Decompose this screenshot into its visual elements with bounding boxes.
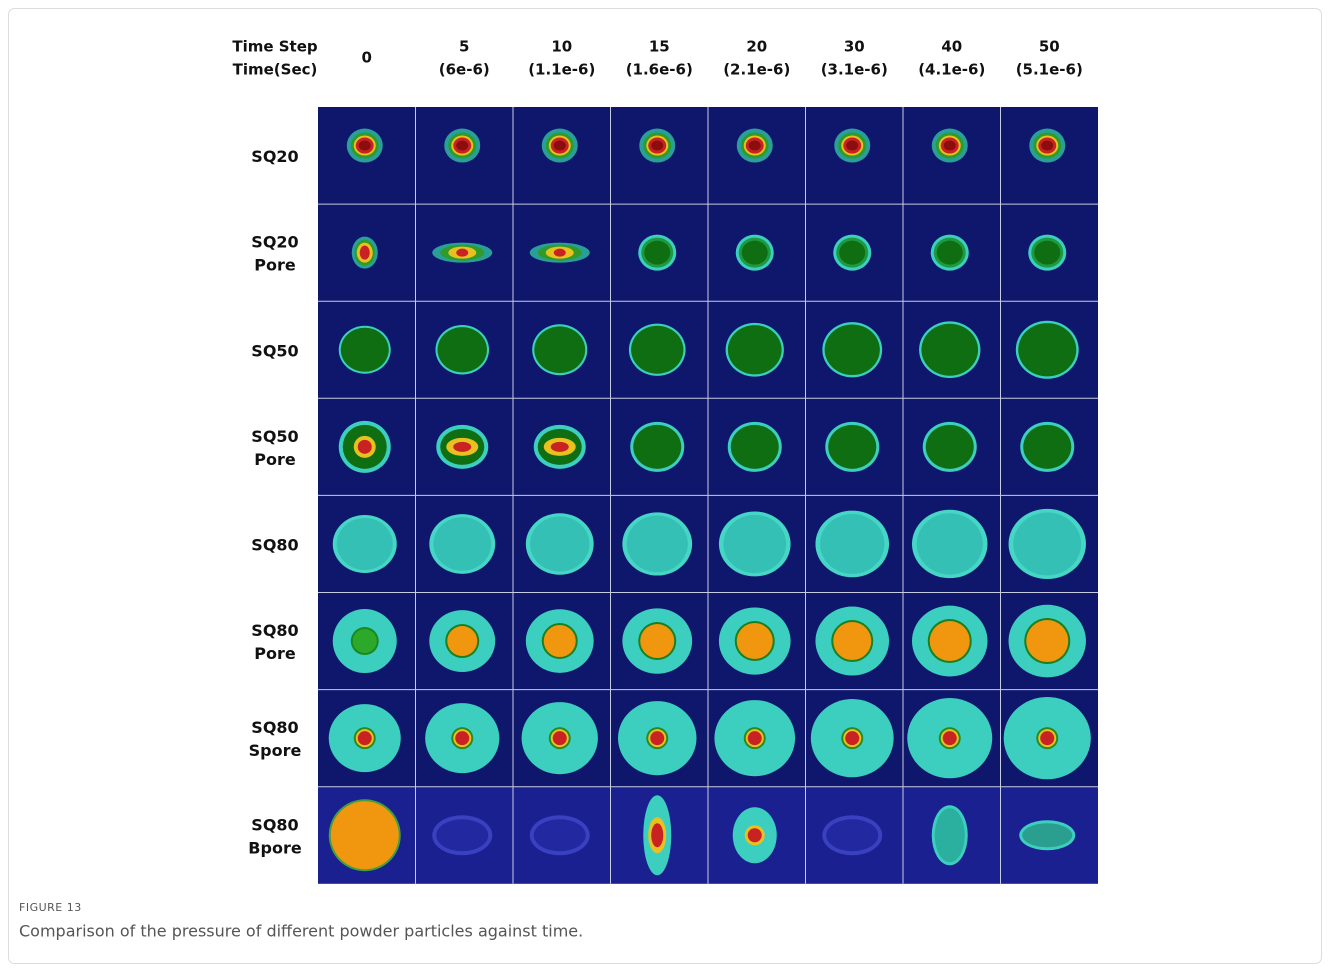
particle-shape <box>926 425 974 469</box>
particle-shape <box>331 801 399 869</box>
particle-shape <box>917 513 983 574</box>
particle-shape <box>544 625 576 657</box>
particle-shape <box>438 327 487 372</box>
particle-shape <box>453 442 471 452</box>
particle-shape <box>944 141 956 151</box>
row-label: Pore <box>254 450 296 469</box>
particle-shape <box>353 629 377 653</box>
row-label: SQ80 <box>251 718 298 737</box>
column-time: (2.1e-6) <box>723 61 790 79</box>
row-label: SQ20 <box>251 233 298 252</box>
column-time: (6e-6) <box>439 61 490 79</box>
particle-shape <box>1022 823 1072 847</box>
particle-shape <box>456 141 468 151</box>
particle-shape <box>937 241 963 265</box>
particle-shape <box>651 823 663 847</box>
particle-shape <box>1026 620 1068 662</box>
particle-shape <box>935 808 965 862</box>
column-time: (3.1e-6) <box>821 61 888 79</box>
figure-page: Time Step Time(Sec) 0 5 (6e-6) 10 (1.1e-6) 15 (1… <box>0 0 1330 971</box>
particle-shape <box>839 241 865 265</box>
column-step: 5 <box>459 38 469 56</box>
particle-shape <box>534 819 586 851</box>
particle-shape <box>845 731 859 745</box>
figure-caption: Comparison of the pressure of different … <box>19 922 583 941</box>
column-time: (4.1e-6) <box>918 61 985 79</box>
particle-shape <box>640 624 674 658</box>
row-label: SQ80 <box>251 535 298 554</box>
particle-shape <box>530 516 589 571</box>
column-time: (5.1e-6) <box>1016 61 1083 79</box>
particle-shape <box>723 515 786 573</box>
particle-shape <box>737 623 773 659</box>
particle-shape <box>358 731 372 745</box>
row-label: SQ20 <box>251 147 298 166</box>
particle-shape <box>456 249 468 257</box>
row-label: SQ50 <box>251 427 298 446</box>
header-label: Time(Sec) <box>233 61 318 79</box>
particle-shape <box>627 516 688 573</box>
particle-shape <box>644 241 670 265</box>
row-label: Pore <box>254 256 296 275</box>
particle-shape <box>650 731 664 745</box>
particle-shape <box>359 141 371 151</box>
particle-shape <box>820 514 884 574</box>
particle-shape <box>943 731 957 745</box>
particle-shape <box>930 621 970 661</box>
row-label: SQ50 <box>251 341 298 360</box>
particle-shape <box>337 518 393 570</box>
particle-shape <box>846 141 858 151</box>
particle-shape <box>828 425 876 469</box>
particle-shape <box>825 324 880 375</box>
particle-shape <box>360 246 370 260</box>
particle-shape <box>341 328 389 372</box>
row-label: Spore <box>249 741 302 760</box>
image-grid <box>318 107 1098 884</box>
row-label: SQ80 <box>251 621 298 640</box>
particle-shape <box>1023 425 1071 469</box>
column-step: 15 <box>649 38 670 56</box>
column-step: 10 <box>551 38 572 56</box>
column-step: 50 <box>1039 38 1060 56</box>
particle-shape <box>433 517 491 571</box>
particle-shape <box>551 442 569 452</box>
particle-shape <box>633 425 681 469</box>
particle-shape <box>749 141 761 151</box>
particle-shape <box>436 819 488 851</box>
column-step: 30 <box>844 38 865 56</box>
row-label: SQ80 <box>251 815 298 834</box>
column-time: (1.6e-6) <box>626 61 693 79</box>
particle-shape <box>748 731 762 745</box>
row-label: Pore <box>254 644 296 663</box>
particle-shape <box>631 326 683 374</box>
particle-shape <box>826 819 878 851</box>
particle-shape <box>728 325 782 374</box>
particle-shape <box>833 622 871 660</box>
particle-shape <box>554 141 566 151</box>
particle-shape <box>1041 141 1053 151</box>
particle-shape <box>455 731 469 745</box>
particle-shape <box>921 324 978 376</box>
particle-shape <box>1018 323 1076 376</box>
column-time: (1.1e-6) <box>528 61 595 79</box>
particle-shape <box>742 241 768 265</box>
figure-label: FIGURE 13 <box>19 901 82 914</box>
particle-shape <box>554 249 566 257</box>
row-label: Bpore <box>248 838 302 857</box>
header-label: Time Step <box>232 38 318 56</box>
column-step: 40 <box>941 38 962 56</box>
particle-shape <box>1013 512 1081 575</box>
particle-shape <box>534 326 585 373</box>
particle-shape <box>358 440 372 454</box>
particle-shape <box>731 425 779 469</box>
particle-shape <box>1040 731 1054 745</box>
column-step: 20 <box>746 38 767 56</box>
column-step: 0 <box>362 49 372 67</box>
particle-shape <box>748 828 762 842</box>
particle-shape <box>1034 241 1060 265</box>
particle-shape <box>553 731 567 745</box>
particle-shape <box>651 141 663 151</box>
particle-shape <box>447 626 477 656</box>
